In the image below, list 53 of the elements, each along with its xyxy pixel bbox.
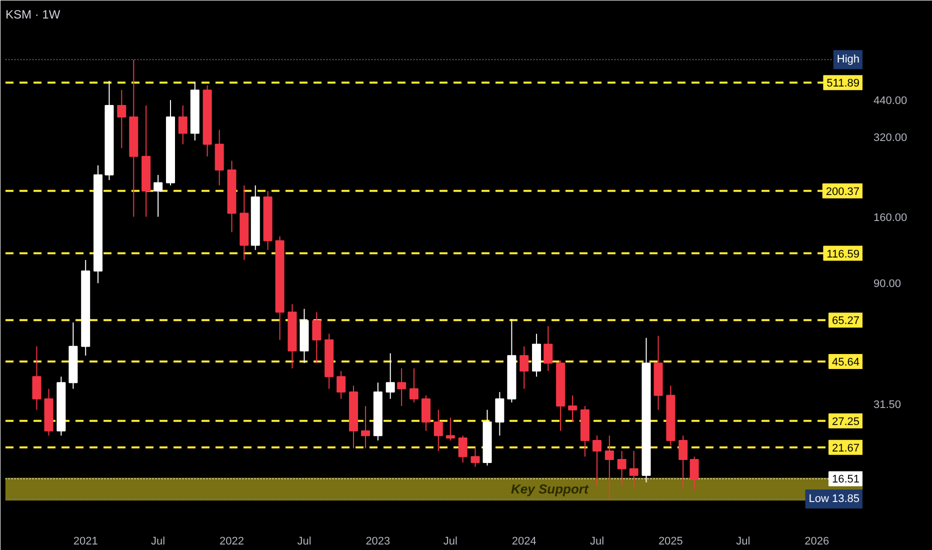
- candlestick: [592, 435, 602, 486]
- ref-line-label: 116.59: [826, 248, 860, 260]
- candlestick: [617, 450, 626, 486]
- x-tick-label: 2021: [73, 536, 98, 548]
- x-tick-label: 2026: [804, 536, 830, 548]
- chart-title: KSM · 1W: [6, 8, 61, 22]
- candlestick: [495, 392, 504, 436]
- y-tick-label: 31.50: [874, 399, 902, 412]
- candlestick: [117, 90, 126, 149]
- candlestick: [678, 435, 688, 489]
- x-tick-label: Jul: [297, 536, 312, 548]
- candlestick: [409, 368, 418, 403]
- x-tick-label: 2025: [658, 536, 683, 548]
- band-label: Key Support: [511, 482, 589, 497]
- x-tick-label: 2024: [512, 536, 536, 548]
- ref-line-label: 45.64: [832, 356, 860, 368]
- candlestick: [568, 394, 578, 422]
- candlestick: [458, 435, 468, 464]
- ref-line-label: 65.27: [832, 315, 860, 328]
- candlestick: [446, 417, 455, 441]
- candlestick: [397, 368, 406, 407]
- candlestick: [520, 346, 529, 390]
- candlestick: [544, 326, 553, 372]
- candlestick: [312, 312, 322, 364]
- ref-line-label: 27.25: [832, 416, 860, 428]
- y-tick-label: 90.00: [874, 278, 902, 290]
- ref-line-label: 16.51: [832, 474, 860, 486]
- candlestick: [32, 346, 42, 410]
- candlestick: [386, 352, 395, 400]
- candlestick: [154, 174, 163, 218]
- ref-line-label: High: [836, 54, 860, 66]
- x-tick-label: 2023: [366, 536, 390, 548]
- candlestick: [421, 394, 430, 432]
- x-tick-label: Jul: [590, 536, 604, 548]
- ref-line-label: 511.89: [826, 78, 860, 90]
- x-tick-label: Jul: [443, 536, 458, 548]
- candlestick: [629, 450, 638, 488]
- x-tick-label: Jul: [736, 536, 750, 548]
- candlestick: [336, 370, 346, 400]
- ref-line-label: Low 13.85: [808, 492, 860, 505]
- ref-line-label: 21.67: [832, 442, 860, 454]
- x-tick-label: 2022: [220, 536, 244, 548]
- candlestick: [361, 406, 370, 449]
- candlestick: [604, 435, 614, 500]
- y-tick-label: 160.00: [874, 212, 908, 224]
- candlestick: [690, 456, 699, 490]
- y-tick-label: 320.00: [874, 132, 908, 144]
- x-tick-label: Jul: [151, 536, 166, 548]
- candlestick: [434, 409, 443, 452]
- candlestick: [178, 104, 188, 145]
- ref-line-label: 200.37: [826, 186, 860, 198]
- y-tick-label: 440.00: [874, 95, 908, 108]
- candlestick: [470, 448, 480, 468]
